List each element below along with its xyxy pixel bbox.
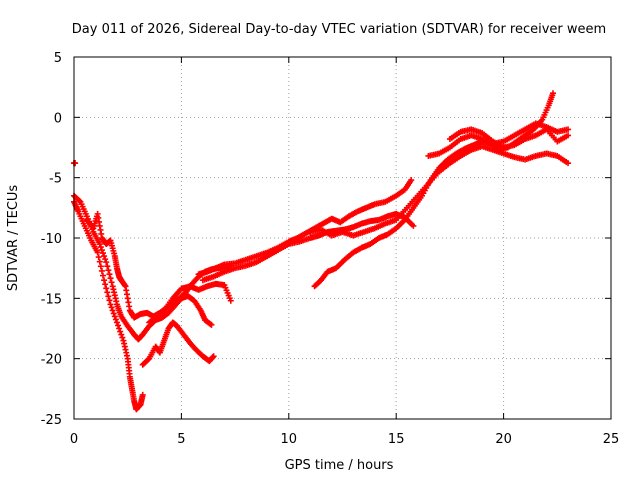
data-point (408, 177, 415, 184)
data-point (96, 241, 103, 248)
data-marks (71, 90, 572, 413)
series-track-12 (446, 126, 572, 151)
y-tick-label: -20 (41, 353, 62, 368)
data-point (101, 253, 108, 260)
data-point (95, 254, 102, 261)
data-point (105, 267, 112, 274)
data-point (565, 132, 572, 139)
data-point (96, 258, 103, 265)
y-tick-label: -25 (41, 413, 62, 428)
x-tick-label: 25 (603, 432, 620, 447)
data-point (99, 272, 106, 279)
data-point (111, 313, 118, 320)
data-point (550, 90, 557, 97)
y-tick-label: -15 (41, 292, 62, 307)
data-point (94, 249, 101, 256)
y-tick-label: 5 (54, 51, 62, 66)
series-track-3 (71, 198, 146, 413)
grid (74, 57, 611, 419)
data-point (208, 321, 215, 328)
data-point (104, 289, 111, 296)
data-point (112, 316, 119, 323)
data-point (105, 293, 112, 300)
data-point (98, 247, 105, 254)
data-point (106, 297, 113, 304)
data-point (97, 244, 104, 251)
data-point (99, 250, 106, 257)
data-point (97, 263, 104, 270)
data-point (102, 256, 109, 263)
data-point (115, 322, 122, 329)
data-point (106, 271, 113, 278)
data-point (119, 334, 126, 341)
series-track-10 (307, 143, 572, 239)
data-point (565, 126, 572, 133)
series-track-6 (146, 280, 234, 326)
data-point (116, 325, 123, 332)
data-point (207, 321, 214, 328)
data-point (118, 331, 125, 338)
data-point (98, 267, 105, 274)
series-track-2 (71, 192, 215, 343)
data-point (565, 160, 572, 167)
data-point (113, 319, 120, 326)
x-tick-label: 0 (70, 432, 78, 447)
y-axis-label: SDTVAR / TECUs (6, 185, 21, 292)
data-point (103, 285, 110, 292)
data-point (410, 222, 417, 229)
series-track-9 (311, 90, 557, 290)
data-point (117, 328, 124, 335)
x-tick-label: 20 (495, 432, 512, 447)
data-point (210, 353, 217, 360)
x-axis-label: GPS time / hours (285, 458, 394, 473)
data-point (145, 356, 152, 363)
data-point (108, 304, 115, 311)
data-point (108, 279, 115, 286)
y-tick-label: -5 (49, 172, 62, 187)
data-point (139, 391, 146, 398)
data-point (102, 281, 109, 288)
data-point (109, 307, 116, 314)
series-track-11 (425, 120, 572, 159)
data-point (104, 263, 111, 270)
x-tick-label: 15 (388, 432, 405, 447)
data-point (101, 277, 108, 284)
x-tick-label: 5 (177, 432, 185, 447)
data-point (72, 160, 79, 167)
axis-ticks: 0 5 10 15 20 25 5 0 -5 -10 -15 -20 -25 (41, 51, 620, 447)
series-track-1 (71, 160, 79, 167)
data-point (227, 297, 234, 304)
series-track-5 (139, 319, 217, 368)
data-point (76, 197, 83, 204)
data-point (110, 310, 117, 317)
chart-title: Day 011 of 2026, Sidereal Day-to-day VTE… (72, 22, 606, 37)
y-tick-label: -10 (41, 232, 62, 247)
data-point (107, 301, 114, 308)
data-point (103, 259, 110, 266)
x-tick-label: 10 (281, 432, 298, 447)
data-point (107, 275, 114, 282)
y-tick-label: 0 (54, 111, 62, 126)
